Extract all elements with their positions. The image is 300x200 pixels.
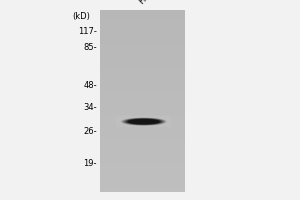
Text: 85-: 85- <box>83 44 97 52</box>
Text: 117-: 117- <box>78 27 97 36</box>
Text: HepG2: HepG2 <box>136 0 163 6</box>
Text: (kD): (kD) <box>72 12 90 21</box>
Text: 26-: 26- <box>83 127 97 136</box>
Text: 34-: 34- <box>83 104 97 112</box>
Text: 19-: 19- <box>83 158 97 168</box>
Text: 48-: 48- <box>83 80 97 90</box>
